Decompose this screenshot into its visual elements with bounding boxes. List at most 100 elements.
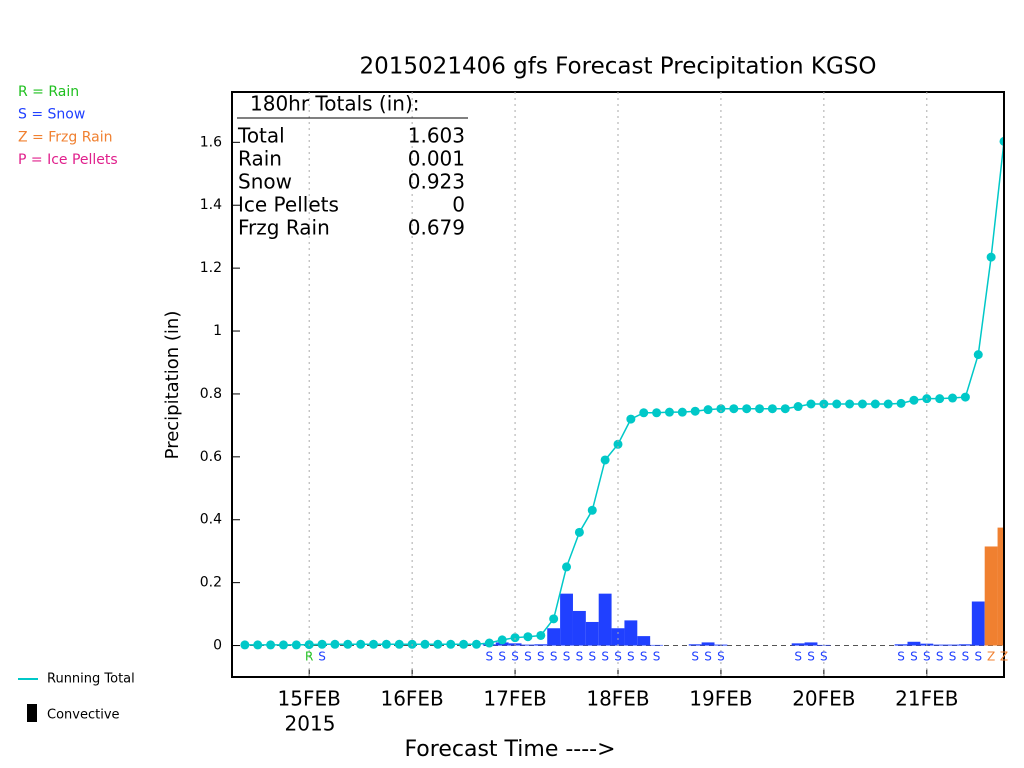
type-code: S (498, 650, 506, 664)
running-total-point (664, 407, 674, 417)
type-code: S (923, 650, 931, 664)
running-total-point (356, 639, 366, 649)
bar (804, 642, 818, 646)
x-tick-label: 16FEB (380, 687, 443, 711)
running-total-point (909, 395, 919, 405)
running-total-point (973, 350, 983, 360)
running-total-point (832, 399, 842, 409)
running-total-point (600, 455, 610, 465)
running-total-point (716, 404, 726, 414)
y-tick-label: 0.8 (200, 386, 222, 402)
type-code: S (486, 650, 494, 664)
legend-label: R = Rain (18, 84, 79, 100)
bar (958, 644, 972, 646)
bar (688, 644, 702, 646)
running-total-point (330, 639, 340, 649)
year-label: 2015 (285, 712, 336, 736)
running-total-point (793, 402, 803, 412)
type-code: S (691, 650, 699, 664)
y-tick-label: 1.4 (200, 197, 222, 213)
running-total-point (433, 639, 443, 649)
legend-label: Z = Frzg Rain (18, 129, 112, 145)
type-code: S (936, 650, 944, 664)
legend-swatch (27, 704, 37, 722)
x-tick-label: 17FEB (483, 687, 546, 711)
bar (624, 620, 638, 646)
running-total-point (613, 439, 623, 449)
running-total-point (562, 562, 572, 572)
bar (534, 644, 548, 646)
totals-label: Rain (238, 147, 282, 171)
bar (984, 546, 998, 646)
x-tick-label: 21FEB (895, 687, 958, 711)
running-total-point (420, 639, 430, 649)
totals-label: Ice Pellets (238, 193, 339, 217)
bar (521, 644, 535, 646)
x-tick-label: 15FEB (278, 687, 341, 711)
running-total-point (369, 639, 379, 649)
running-total-point (755, 404, 765, 414)
x-axis-label: Forecast Time ----> (404, 737, 615, 762)
running-total-point (690, 406, 700, 416)
running-total-point (999, 136, 1004, 146)
y-tick-label: 0.6 (200, 449, 222, 465)
running-total-point (896, 398, 906, 408)
type-code: S (563, 650, 571, 664)
type-code: S (524, 650, 532, 664)
type-code: S (704, 650, 712, 664)
running-total-point (343, 639, 353, 649)
type-code: S (653, 650, 661, 664)
y-tick-label: 0 (213, 638, 222, 654)
legend-label: Running Total (47, 672, 135, 687)
type-code: S (949, 650, 957, 664)
bar (997, 527, 1004, 646)
running-total-point (381, 639, 391, 649)
type-code: S (640, 650, 648, 664)
bar (946, 644, 959, 646)
plot-area (232, 136, 1004, 650)
running-total-point (587, 505, 597, 515)
bar (894, 644, 908, 646)
bar (637, 636, 651, 646)
bar (611, 628, 625, 646)
running-total-point (857, 399, 867, 409)
running-total-point (845, 399, 855, 409)
totals-title: 180hr Totals (in): (250, 92, 420, 116)
running-total-point (883, 399, 893, 409)
running-total-point (780, 404, 790, 414)
type-code: S (601, 650, 609, 664)
type-code: S (318, 650, 326, 664)
running-total-line (244, 141, 1004, 646)
bar (547, 628, 561, 646)
plot-frame (231, 91, 1005, 678)
running-total-point (677, 407, 687, 417)
running-total-point (523, 632, 533, 642)
type-code: S (576, 650, 584, 664)
running-total-point (549, 614, 559, 624)
running-total-point (742, 404, 752, 414)
totals-label: Frzg Rain (238, 216, 330, 240)
y-tick-label: 1.2 (200, 260, 222, 276)
type-code: S (807, 650, 815, 664)
totals-value: 0.001 (408, 147, 465, 171)
totals-label: Total (237, 124, 285, 148)
type-code: S (897, 650, 905, 664)
type-code: Z (1000, 650, 1008, 664)
running-total-point (278, 640, 288, 650)
type-code: S (717, 650, 725, 664)
bar (650, 644, 664, 646)
running-total-point (291, 640, 301, 650)
totals-value: 0 (452, 193, 465, 217)
bar (598, 593, 612, 646)
running-total-point (459, 639, 469, 649)
running-total-point (870, 399, 880, 409)
running-total-point (497, 635, 507, 645)
running-total-point (536, 630, 546, 640)
totals-value: 1.603 (408, 124, 465, 148)
running-total-point (317, 639, 327, 649)
totals-value: 0.923 (408, 170, 465, 194)
running-total-point (266, 640, 276, 650)
running-total-point (253, 640, 263, 650)
y-tick-label: 0.4 (200, 512, 222, 528)
running-total-point (767, 404, 777, 414)
